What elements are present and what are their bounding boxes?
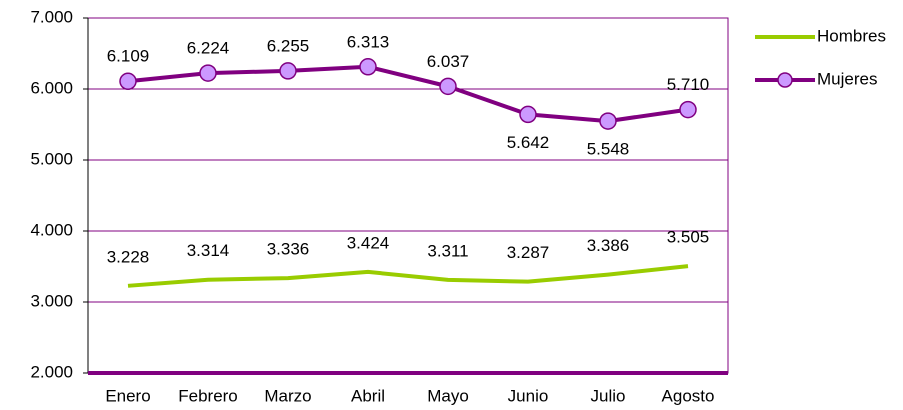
data-label: 5.642 xyxy=(507,133,550,152)
marker xyxy=(199,64,217,82)
x-tick-label: Abril xyxy=(351,386,385,405)
y-tick-label: 3.000 xyxy=(30,291,73,310)
legend-label: Mujeres xyxy=(817,69,877,88)
data-label: 3.424 xyxy=(347,233,390,252)
marker xyxy=(599,112,617,130)
data-label: 5.710 xyxy=(667,75,710,94)
x-tick-label: Mayo xyxy=(427,386,469,405)
legend-label: Hombres xyxy=(817,26,886,45)
y-tick-label: 5.000 xyxy=(30,149,73,168)
marker xyxy=(279,62,297,80)
data-label: 3.228 xyxy=(107,247,150,266)
x-tick-label: Agosto xyxy=(662,386,715,405)
data-label: 6.255 xyxy=(267,36,310,55)
series-line xyxy=(127,264,689,288)
data-label: 3.311 xyxy=(427,241,468,260)
data-label: 3.505 xyxy=(667,228,710,247)
data-label: 3.336 xyxy=(267,240,310,259)
legend-marker xyxy=(777,72,793,88)
marker xyxy=(359,58,377,76)
data-label: 6.037 xyxy=(427,52,470,71)
y-tick-label: 6.000 xyxy=(30,78,73,97)
data-label: 5.548 xyxy=(587,140,630,159)
data-label: 6.313 xyxy=(347,32,390,51)
data-label: 6.109 xyxy=(107,47,150,66)
data-label: 6.224 xyxy=(187,39,230,58)
y-tick-label: 4.000 xyxy=(30,220,73,239)
marker xyxy=(679,100,697,119)
data-label: 3.314 xyxy=(187,241,230,260)
x-tick-label: Junio xyxy=(508,386,549,405)
y-tick-label: 2.000 xyxy=(30,362,73,381)
series-line xyxy=(127,64,689,124)
data-label: 3.287 xyxy=(507,243,550,262)
x-tick-label: Marzo xyxy=(264,386,311,405)
y-tick-label: 7.000 xyxy=(30,7,73,26)
x-tick-label: Enero xyxy=(105,386,150,405)
marker xyxy=(519,105,537,124)
marker xyxy=(119,72,137,91)
plot-area xyxy=(87,17,729,374)
marker xyxy=(439,77,457,96)
x-tick-label: Julio xyxy=(591,386,626,405)
x-tick-label: Febrero xyxy=(178,386,238,405)
data-label: 3.386 xyxy=(587,236,630,255)
